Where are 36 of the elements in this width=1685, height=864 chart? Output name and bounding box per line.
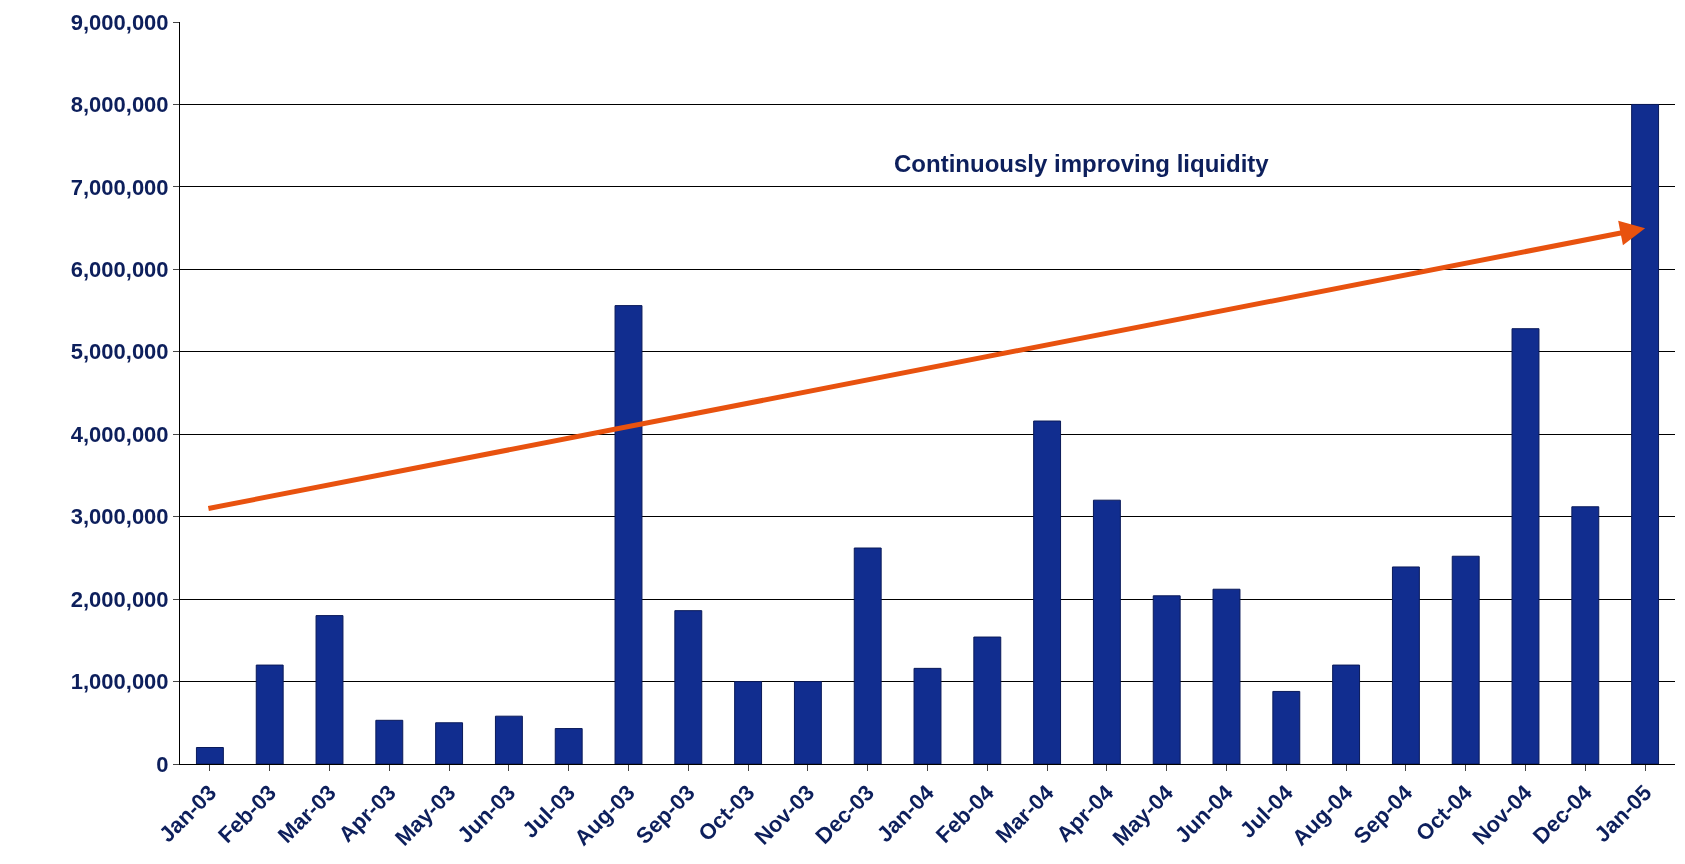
bar — [435, 722, 464, 764]
y-tick-label: 3,000,000 — [70, 504, 169, 530]
bar — [614, 305, 643, 764]
bar — [375, 719, 404, 764]
bar — [195, 747, 224, 764]
bar — [1212, 588, 1241, 764]
y-tick-label: 2,000,000 — [70, 586, 169, 612]
bar — [913, 667, 942, 764]
bar — [1571, 506, 1600, 764]
bar — [793, 681, 822, 764]
bar — [1033, 420, 1062, 764]
y-tick-label: 5,000,000 — [70, 339, 169, 365]
bar — [1631, 103, 1660, 764]
bar — [1451, 555, 1480, 764]
annotation: Continuously improving liquidity — [894, 150, 1270, 177]
bar — [973, 636, 1002, 764]
y-tick-label: 9,000,000 — [70, 9, 169, 35]
bar — [674, 610, 703, 764]
y-tick-label: 6,000,000 — [70, 257, 169, 283]
bar — [1272, 690, 1301, 764]
bar — [554, 728, 583, 764]
y-tick-label: 1,000,000 — [70, 669, 169, 695]
y-tick-label: 7,000,000 — [70, 174, 169, 200]
bar — [315, 615, 344, 764]
bar — [255, 664, 284, 764]
y-tick-label: 4,000,000 — [70, 421, 169, 447]
bar — [1332, 664, 1361, 764]
bar — [1092, 499, 1121, 764]
bar — [1511, 328, 1540, 764]
bar — [1391, 566, 1420, 764]
bar — [494, 715, 523, 764]
bar — [853, 547, 882, 764]
bar — [1152, 595, 1181, 764]
y-tick-label: 0 — [156, 751, 169, 777]
bar — [734, 681, 763, 764]
y-tick-label: 8,000,000 — [70, 92, 169, 118]
